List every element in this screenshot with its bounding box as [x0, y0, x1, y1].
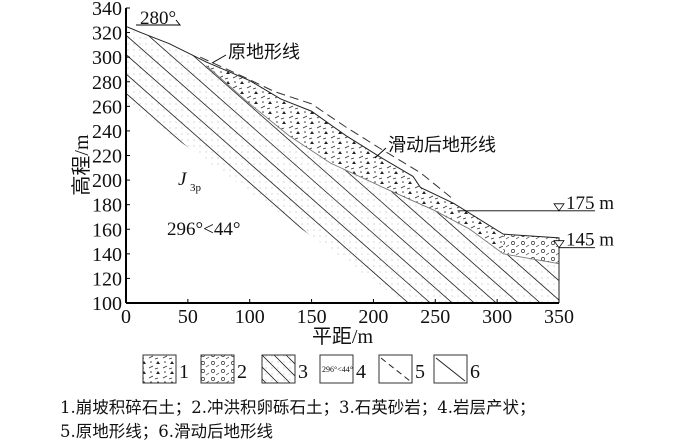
y-tick-label: 120 — [92, 268, 122, 290]
colluvium-deposit — [206, 62, 559, 264]
attitude-label: 296°<44° — [167, 219, 240, 240]
y-tick-label: 100 — [92, 293, 122, 315]
x-tick-label: 250 — [420, 306, 450, 328]
legend-number: 1 — [179, 361, 189, 383]
legend-swatch — [319, 354, 354, 384]
x-tick-label: 200 — [358, 306, 388, 328]
water-level-triangle-icon — [553, 240, 565, 249]
legend-item-colluvium: 1 — [142, 354, 189, 384]
y-tick-label: 140 — [92, 244, 122, 266]
post-slide-terrain-label: 滑动后地形线 — [388, 135, 496, 155]
bedding-line — [0, 0, 68, 352]
x-tick-label: 150 — [297, 306, 327, 328]
legend-solid-line — [435, 357, 466, 382]
legend-item-cobble: 2 — [200, 354, 247, 384]
legend-item-sandstone: 3 — [261, 354, 308, 384]
legend-swatch — [378, 354, 413, 384]
bedding-line — [126, 26, 245, 303]
y-tick-label: 200 — [92, 170, 122, 192]
legend-number: 5 — [415, 361, 425, 383]
direction-label: 280° — [140, 8, 176, 29]
original-terrain-leader — [211, 54, 227, 64]
y-tick-label: 260 — [92, 96, 122, 118]
bedding-line — [126, 26, 509, 303]
legend-item-attitude: 296°<44° 4 — [319, 354, 366, 384]
bedding-line — [0, 0, 46, 352]
original-terrain-label: 原地形线 — [228, 42, 300, 62]
x-tick-label: 350 — [544, 306, 574, 328]
water-level-label: 175 m — [566, 193, 614, 214]
y-tick-label: 240 — [92, 121, 122, 143]
direction-arrow-icon — [136, 19, 182, 26]
x-tick-label: 50 — [178, 306, 198, 328]
bedding-line — [547, 26, 559, 303]
legend-hatch-line — [273, 355, 295, 377]
bedding-line — [680, 0, 700, 352]
bedding-line — [592, 0, 700, 352]
x-axis-label: 平距/m — [312, 326, 374, 348]
y-tick-label: 320 — [92, 23, 122, 45]
water-level-label: 145 m — [566, 230, 614, 251]
y-tick-label: 220 — [92, 146, 122, 168]
legend-hatch-line — [262, 366, 279, 383]
legend-caption-line-2: 5.原地形线；6.滑动后地形线 — [60, 422, 273, 441]
x-tick-label: 300 — [482, 306, 512, 328]
post-slide-leader — [374, 147, 387, 159]
y-tick-label: 340 — [92, 0, 122, 20]
deposit-base-line — [206, 65, 560, 265]
legend-hatch-line — [285, 355, 295, 365]
legend-hatch-line — [262, 355, 291, 383]
formation-label: J — [178, 169, 188, 190]
legend-swatch — [200, 354, 235, 384]
legend-swatch — [142, 354, 177, 384]
bedding-line — [126, 26, 465, 303]
legend-item-solid-line: 6 — [433, 354, 480, 384]
legend-attitude-sample: 296°<44° — [322, 365, 353, 374]
formation-subscript: 3p — [190, 182, 202, 194]
bedding-line — [614, 0, 700, 352]
y-tick-label: 180 — [92, 195, 122, 217]
bedding-line — [0, 0, 2, 352]
legend-number: 4 — [356, 361, 366, 383]
post-slide-terrain-line — [125, 25, 560, 303]
legend-caption-line-1: 1.崩坡积碎石土；2.冲洪积卵砾石土；3.石英砂岩；4.岩层产状； — [60, 398, 536, 417]
bedding-line — [151, 26, 553, 303]
y-tick-label: 300 — [92, 47, 122, 69]
y-tick-label: 160 — [92, 219, 122, 241]
x-tick-label: 100 — [235, 306, 265, 328]
bedding-line — [570, 0, 700, 352]
bedding-line — [658, 0, 700, 352]
legend-number: 6 — [470, 361, 480, 383]
water-level-triangle-icon — [553, 203, 565, 212]
x-tick-label: 0 — [121, 306, 131, 328]
legend-item-dashed-line: 5 — [378, 354, 425, 384]
bedding-line — [0, 0, 24, 352]
legend-number: 2 — [237, 361, 247, 383]
legend-dashed-line — [380, 357, 411, 382]
y-axis-label: 高程/m — [70, 134, 93, 196]
original-terrain-line — [200, 56, 455, 201]
y-tick-label: 280 — [92, 72, 122, 94]
legend-number: 3 — [298, 361, 308, 383]
bedding-line — [126, 26, 487, 303]
bedding-line — [129, 26, 531, 303]
bedding-line — [636, 0, 700, 352]
